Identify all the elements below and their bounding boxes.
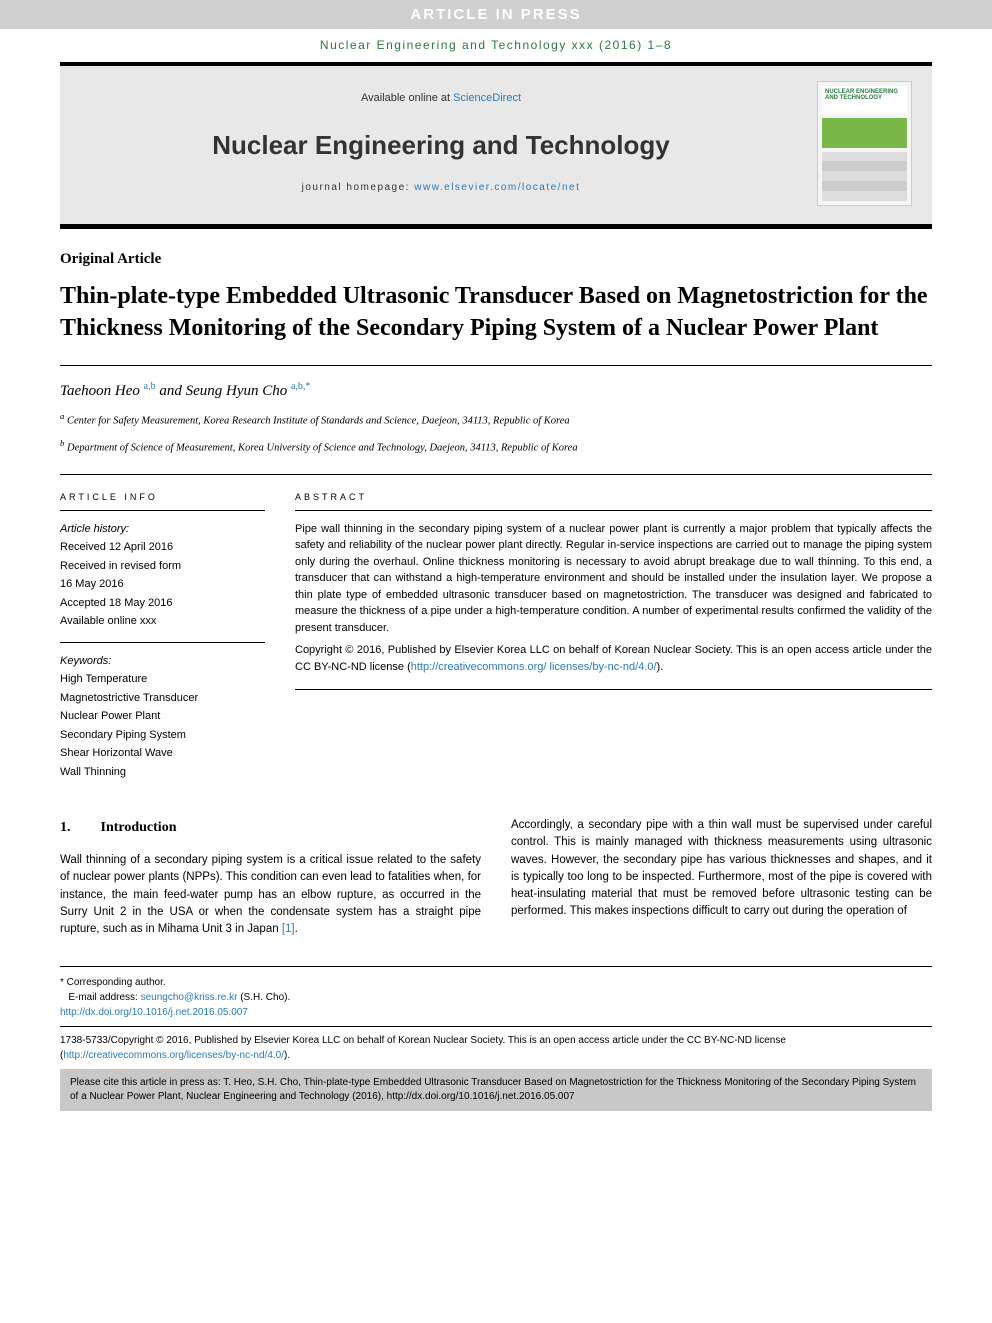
affiliation-a: a Center for Safety Measurement, Korea R…	[60, 410, 932, 429]
article-type-label: Original Article	[60, 249, 932, 270]
revised-line2: 16 May 2016	[60, 576, 265, 593]
corresponding-label: * Corresponding author.	[60, 975, 932, 990]
info-abstract-row: ARTICLE INFO Article history: Received 1…	[60, 474, 932, 782]
authors-list: Taehoon Heo a,b and Seung Hyun Cho a,b,*	[60, 380, 932, 402]
author-2-affil-marker[interactable]: a,b,*	[291, 381, 310, 392]
journal-ref-link[interactable]: Nuclear Engineering and Technology xxx (…	[320, 38, 672, 52]
article-info-column: ARTICLE INFO Article history: Received 1…	[60, 491, 265, 782]
received-date: Received 12 April 2016	[60, 539, 265, 556]
history-label: Article history:	[60, 521, 265, 538]
keyword-3: Secondary Piping System	[60, 727, 265, 744]
cover-image-grid	[822, 152, 907, 201]
author-1-affil-marker[interactable]: a,b	[144, 381, 156, 392]
article-info-heading: ARTICLE INFO	[60, 491, 265, 511]
availability-line: Available online at ScienceDirect	[80, 91, 802, 106]
abstract-bottom-rule	[295, 689, 932, 690]
body-column-right: Accordingly, a secondary pipe with a thi…	[511, 817, 932, 938]
section-1-heading: 1.Introduction	[60, 817, 481, 838]
keyword-5: Wall Thinning	[60, 764, 265, 781]
body-column-left: 1.Introduction Wall thinning of a second…	[60, 817, 481, 938]
abstract-copyright: Copyright © 2016, Published by Elsevier …	[295, 642, 932, 675]
article-title: Thin-plate-type Embedded Ultrasonic Tran…	[60, 280, 932, 345]
footer-license-link[interactable]: http://creativecommons.org/licenses/by-n…	[63, 1050, 284, 1061]
abstract-heading: ABSTRACT	[295, 491, 932, 511]
article-content: Original Article Thin-plate-type Embedde…	[0, 229, 992, 949]
citation-1-link[interactable]: [1]	[282, 923, 295, 935]
abstract-text: Pipe wall thinning in the secondary pipi…	[295, 521, 932, 637]
article-in-press-banner: ARTICLE IN PRESS	[0, 0, 992, 29]
citation-box: Please cite this article in press as: T.…	[60, 1069, 932, 1111]
cover-green-band	[822, 118, 907, 148]
intro-paragraph-left: Wall thinning of a secondary piping syst…	[60, 852, 481, 938]
authors-block: Taehoon Heo a,b and Seung Hyun Cho a,b,*…	[60, 365, 932, 457]
license-link-1[interactable]: http://creativecommons.org/	[411, 661, 547, 673]
journal-homepage: journal homepage: www.elsevier.com/locat…	[80, 181, 802, 195]
keyword-0: High Temperature	[60, 671, 265, 688]
corresponding-author-footer: * Corresponding author. E-mail address: …	[60, 966, 932, 1020]
keyword-1: Magnetostrictive Transducer	[60, 690, 265, 707]
author-1: Taehoon Heo	[60, 383, 140, 399]
email-line: E-mail address: seungcho@kriss.re.kr (S.…	[60, 990, 932, 1005]
intro-paragraph-right: Accordingly, a secondary pipe with a thi…	[511, 817, 932, 921]
cover-title-text: NUCLEAR ENGINEERING AND TECHNOLOGY	[825, 89, 911, 102]
journal-cover-thumbnail: NUCLEAR ENGINEERING AND TECHNOLOGY	[817, 81, 912, 206]
doi-link[interactable]: http://dx.doi.org/10.1016/j.net.2016.05.…	[60, 1007, 248, 1018]
author-2: Seung Hyun Cho	[186, 383, 288, 399]
body-columns: 1.Introduction Wall thinning of a second…	[60, 817, 932, 938]
keywords-label: Keywords:	[60, 653, 265, 670]
keyword-4: Shear Horizontal Wave	[60, 745, 265, 762]
header-text-block: Available online at ScienceDirect Nuclea…	[80, 91, 802, 195]
corresponding-email-link[interactable]: seungcho@kriss.re.kr	[141, 992, 238, 1003]
copyright-footer: 1738-5733/Copyright © 2016, Published by…	[60, 1026, 932, 1063]
accepted-date: Accepted 18 May 2016	[60, 595, 265, 612]
abstract-column: ABSTRACT Pipe wall thinning in the secon…	[295, 491, 932, 782]
affiliation-b: b Department of Science of Measurement, …	[60, 437, 932, 456]
sciencedirect-link[interactable]: ScienceDirect	[453, 92, 521, 104]
journal-reference: Nuclear Engineering and Technology xxx (…	[0, 29, 992, 62]
keyword-2: Nuclear Power Plant	[60, 708, 265, 725]
journal-header: Available online at ScienceDirect Nuclea…	[60, 62, 932, 224]
revised-line1: Received in revised form	[60, 558, 265, 575]
license-link-2[interactable]: licenses/by-nc-nd/4.0/	[550, 661, 657, 673]
info-divider	[60, 642, 265, 643]
available-online: Available online xxx	[60, 613, 265, 630]
journal-title: Nuclear Engineering and Technology	[80, 127, 802, 163]
homepage-link[interactable]: www.elsevier.com/locate/net	[414, 182, 580, 193]
